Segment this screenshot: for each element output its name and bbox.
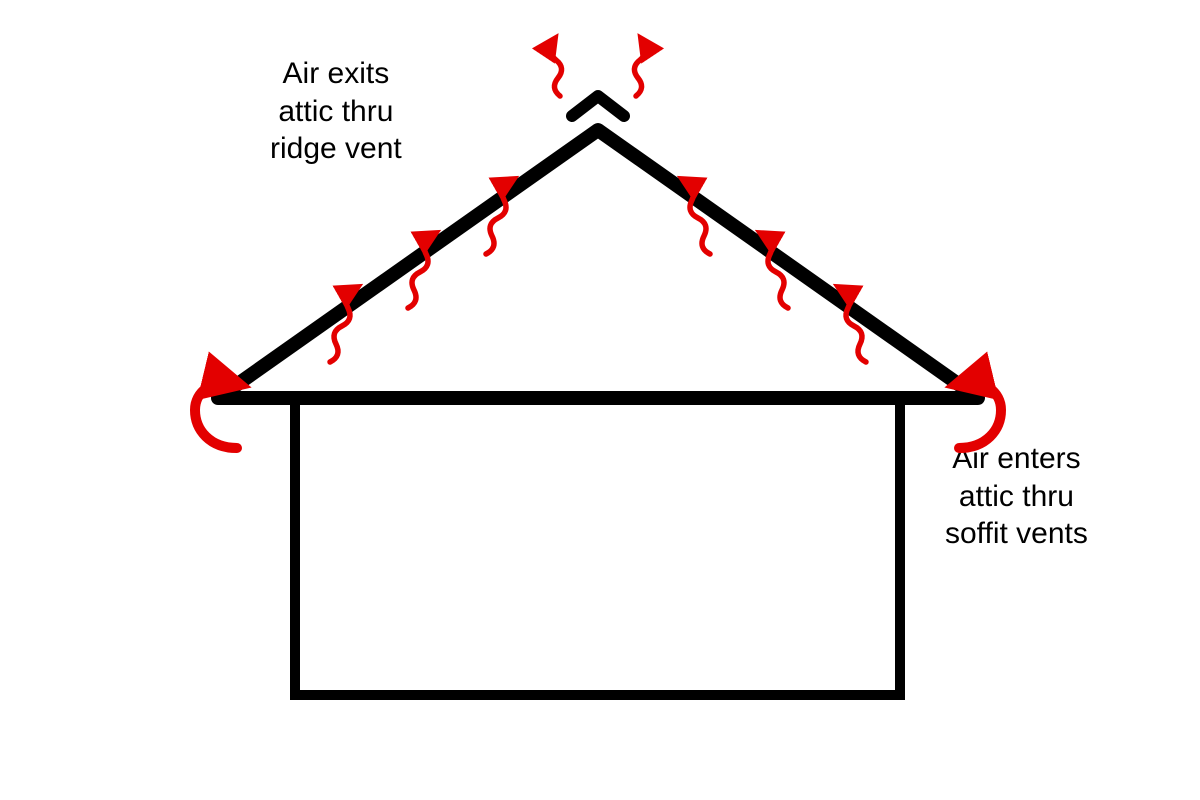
wall-outline xyxy=(295,398,900,695)
exhaust-left xyxy=(550,40,561,96)
ridge-cap xyxy=(572,96,624,116)
attic-ventilation-diagram xyxy=(0,0,1200,800)
exhaust-right xyxy=(634,40,645,96)
